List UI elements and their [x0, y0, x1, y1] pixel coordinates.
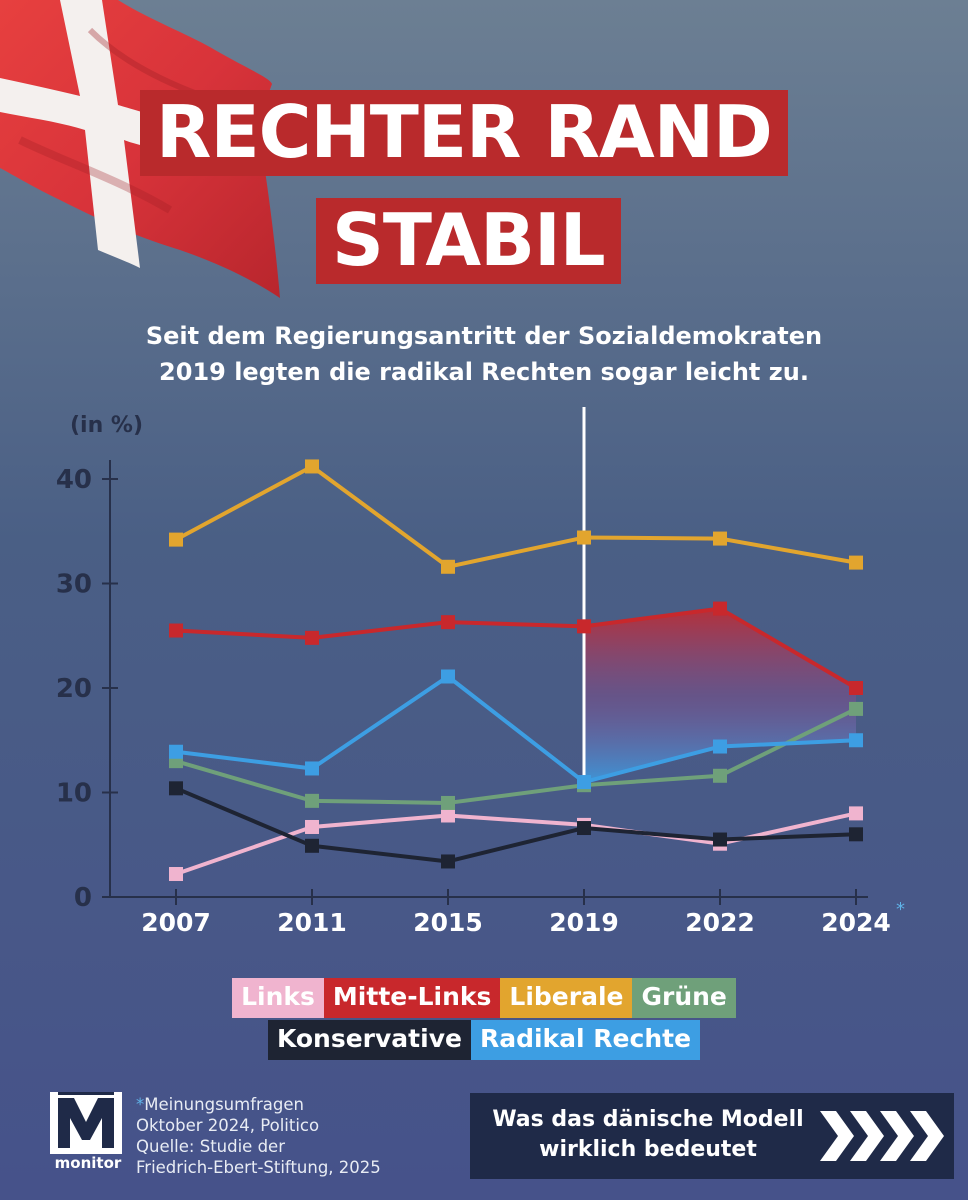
point-radikal-rechte-2007 — [169, 744, 183, 759]
footnote-line-1: Meinungsumfragen — [144, 1095, 304, 1114]
gap-highlight-area — [584, 608, 856, 783]
title-line-2: STABIL — [316, 198, 621, 284]
legend-item-links: Links — [232, 978, 324, 1018]
point-links-2011 — [305, 819, 319, 834]
point-radikal-rechte-2022 — [713, 739, 727, 754]
point-liberale-2024 — [849, 555, 863, 570]
footnote-line-3: Quelle: Studie der — [136, 1137, 285, 1156]
point-konservative-2011 — [305, 838, 319, 853]
legend-item-mitte-links: Mitte-Links — [323, 978, 501, 1018]
chevrons-right-icon — [820, 1111, 944, 1161]
subtitle-line-2: 2019 legten die radikal Rechten sogar le… — [159, 358, 809, 386]
footnote-asterisk: * — [136, 1095, 145, 1114]
y-tick-label-40: 40 — [56, 465, 92, 495]
x-tick-label-2022: 2022 — [685, 908, 755, 937]
series-line-radikal-rechte — [175, 674, 857, 785]
subtitle-line-1: Seit dem Regierungsantritt der Sozialdem… — [145, 322, 823, 350]
series-line-liberale — [175, 464, 857, 569]
logo-mark — [50, 1092, 122, 1154]
legend-item-grüne: Grüne — [632, 978, 736, 1018]
subtitle: Seit dem Regierungsantritt der Sozialdem… — [0, 318, 968, 390]
series-line-mitte-links — [175, 606, 858, 690]
point-konservative-2019 — [577, 821, 591, 836]
point-mitte-links-2024 — [849, 681, 863, 695]
y-tick-label-20: 20 — [56, 674, 92, 704]
y-axis-label: (in %) — [70, 413, 143, 438]
x-tick-label-2015: 2015 — [413, 908, 483, 937]
x-tick-asterisk: * — [896, 899, 905, 920]
line-chart: (in %) 0 10 20 30 40 2007 2011 2015 2019 2022 2024 * — [55, 413, 905, 937]
source-footnote: *Meinungsumfragen Oktober 2024, Politico… — [136, 1094, 381, 1178]
legend-item-konservative: Konservative — [267, 1020, 471, 1060]
article-link-line-1: Was das dänische Modell — [492, 1107, 804, 1132]
monitor-logo[interactable]: monitor — [42, 1092, 134, 1178]
point-mitte-links-2011 — [305, 630, 319, 645]
point-radikal-rechte-2024 — [849, 733, 863, 748]
point-radikal-rechte-2019 — [577, 775, 591, 790]
point-konservative-2007 — [169, 781, 183, 796]
point-mitte-links-2015 — [441, 615, 455, 630]
article-link-button[interactable]: Was das dänische Modell wirklich bedeute… — [470, 1093, 954, 1179]
point-radikal-rechte-2011 — [305, 761, 319, 776]
point-liberale-2011 — [305, 459, 319, 474]
x-tick-label-2011: 2011 — [277, 908, 347, 937]
series-line-konservative — [175, 786, 857, 864]
point-links-2007 — [169, 867, 183, 882]
point-radikal-rechte-2015 — [441, 669, 455, 684]
article-link-text: Was das dänische Modell wirklich bedeute… — [478, 1105, 818, 1165]
x-tick-label-2019: 2019 — [549, 908, 619, 937]
logo-name: monitor — [54, 1154, 122, 1172]
point-konservative-2022 — [713, 832, 727, 847]
point-links-2015 — [441, 808, 455, 823]
legend-item-liberale: Liberale — [500, 978, 633, 1018]
y-tick-label-10: 10 — [56, 779, 92, 809]
point-liberale-2019 — [577, 530, 591, 545]
point-grüne-2011 — [305, 793, 319, 808]
y-tick-label-30: 30 — [56, 570, 92, 600]
point-links-2024 — [849, 806, 863, 821]
point-mitte-links-2022 — [713, 601, 727, 616]
legend-item-radikal-rechte: Radikal Rechte — [470, 1020, 701, 1060]
title-line-1: RECHTER RAND — [140, 90, 788, 176]
point-grüne-2024 — [849, 701, 863, 716]
point-grüne-2022 — [713, 768, 727, 783]
logo-m-icon — [58, 1092, 114, 1148]
point-mitte-links-2019 — [577, 619, 591, 634]
point-liberale-2007 — [169, 532, 183, 547]
point-liberale-2015 — [441, 559, 455, 574]
x-tick-label-2024: 2024 — [821, 908, 891, 937]
footnote-line-4: Friedrich-Ebert-Stiftung, 2025 — [136, 1158, 381, 1177]
article-link-line-2: wirklich bedeutet — [539, 1137, 757, 1162]
point-mitte-links-2007 — [169, 623, 183, 638]
x-tick-label-2007: 2007 — [141, 908, 211, 937]
point-liberale-2022 — [713, 531, 727, 546]
legend-row-1: Links Mitte-Links Liberale Grüne — [0, 978, 968, 1018]
footnote-line-2: Oktober 2024, Politico — [136, 1116, 320, 1135]
series-line-grüne — [175, 707, 857, 805]
point-grüne-2015 — [441, 795, 455, 810]
legend-row-2: Konservative Radikal Rechte — [0, 1020, 968, 1060]
point-konservative-2015 — [441, 854, 455, 869]
y-tick-label-0: 0 — [74, 883, 92, 913]
point-konservative-2024 — [849, 827, 863, 842]
